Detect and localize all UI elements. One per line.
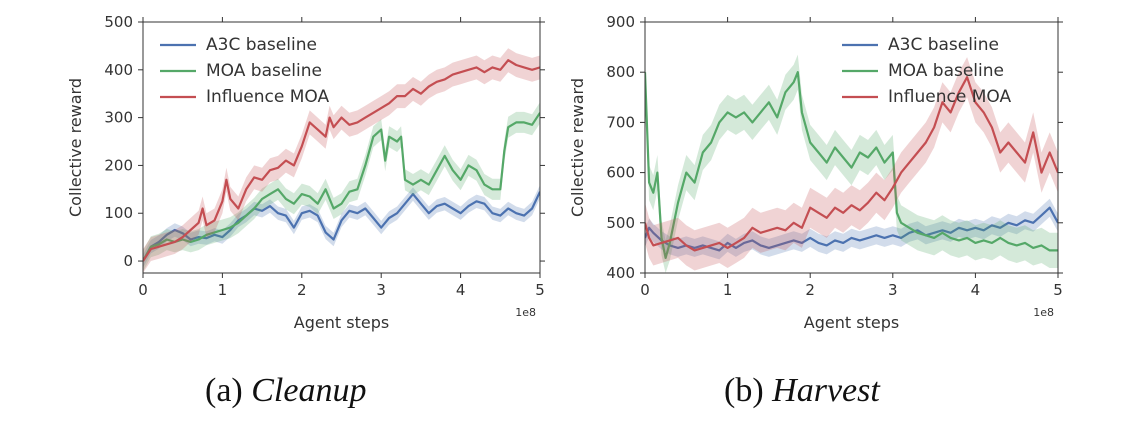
y-tick-label: 500 xyxy=(606,214,635,232)
caption-cleanup: (a) Cleanup xyxy=(205,372,366,410)
series-line xyxy=(143,59,540,262)
y-tick-label: 100 xyxy=(104,204,133,222)
series-band xyxy=(645,57,1058,271)
y-tick-label: 200 xyxy=(104,156,133,174)
y-tick-label: 800 xyxy=(606,63,635,81)
series-band xyxy=(645,54,1058,273)
caption-name: Cleanup xyxy=(251,372,367,409)
x-tick-label: 0 xyxy=(640,281,650,299)
legend: A3C baseline MOA baseline Influence MOA xyxy=(842,35,1011,107)
legend-label: MOA baseline xyxy=(206,61,322,81)
series-band xyxy=(143,102,540,272)
y-axis-label: Collective reward xyxy=(66,78,85,217)
x-multiplier-label: 1e8 xyxy=(515,306,536,319)
series-group xyxy=(645,54,1058,273)
y-axis-label: Collective reward xyxy=(568,78,587,217)
plot-frame xyxy=(142,21,541,274)
series-band xyxy=(645,198,1058,260)
x-tick-label: 2 xyxy=(297,281,307,299)
x-axis-label: Agent steps xyxy=(294,313,389,332)
x-tick-label: 2 xyxy=(805,281,815,299)
x-tick-label: 1 xyxy=(218,281,228,299)
x-tick-label: 5 xyxy=(535,281,545,299)
series-line xyxy=(645,76,1058,252)
chart-panel: 0 1 2 3 4 5 400 500 600 700 800 900 Agent steps Colle… xyxy=(568,13,1063,332)
series-line xyxy=(143,112,540,262)
x-tick-label: 4 xyxy=(971,281,981,299)
chart-panel: 0 1 2 3 4 5 0 100 200 300 400 500 Agent steps Collect… xyxy=(66,13,545,332)
y-tick-label: 300 xyxy=(104,109,133,127)
legend-label: Influence MOA xyxy=(888,87,1011,107)
caption-name: Harvest xyxy=(772,372,880,409)
caption-prefix: (a) xyxy=(205,372,243,409)
x-tick-label: 3 xyxy=(888,281,898,299)
y-tick-label: 400 xyxy=(606,264,635,282)
plot-frame xyxy=(644,21,1059,274)
series-group xyxy=(143,48,540,273)
x-tick-label: 1 xyxy=(723,281,733,299)
legend-label: A3C baseline xyxy=(888,35,999,55)
x-tick-label: 3 xyxy=(376,281,386,299)
y-tick-label: 500 xyxy=(104,13,133,31)
x-multiplier-label: 1e8 xyxy=(1033,306,1054,319)
x-tick-label: 0 xyxy=(138,281,148,299)
caption-prefix: (b) xyxy=(724,372,764,409)
legend-label: A3C baseline xyxy=(206,35,317,55)
y-tick-label: 900 xyxy=(606,13,635,31)
y-tick-label: 600 xyxy=(606,164,635,182)
legend-label: Influence MOA xyxy=(206,87,329,107)
legend: A3C baseline MOA baseline Influence MOA xyxy=(160,35,329,107)
series-line xyxy=(143,191,540,262)
y-tick-label: 700 xyxy=(606,113,635,131)
x-axis-label: Agent steps xyxy=(804,313,899,332)
y-tick-label: 0 xyxy=(123,252,133,270)
caption-harvest: (b) Harvest xyxy=(724,372,880,410)
x-tick-label: 5 xyxy=(1053,281,1063,299)
series-line xyxy=(645,71,1058,259)
legend-label: MOA baseline xyxy=(888,61,1004,81)
x-tick-label: 4 xyxy=(456,281,466,299)
y-tick-label: 400 xyxy=(104,61,133,79)
